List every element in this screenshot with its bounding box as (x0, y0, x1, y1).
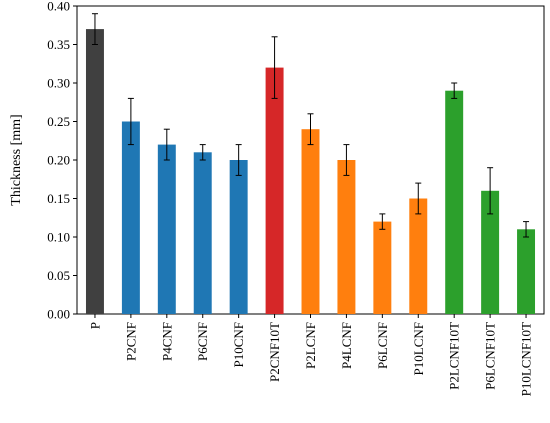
bar (121, 121, 140, 314)
y-tick-label: 0.10 (47, 230, 70, 245)
bars (85, 29, 536, 314)
error-bar (415, 182, 422, 215)
y-tick-label: 0.15 (47, 191, 70, 206)
x-tick-label: P2LCNF10T (447, 322, 462, 390)
bar (409, 198, 428, 314)
x-tick-label: P6LCNF10T (483, 322, 498, 390)
x-tick-label: P6CNF (195, 322, 210, 361)
x-tick-label: P2LCNF (303, 322, 318, 369)
error-bar (271, 36, 278, 99)
bar (265, 67, 284, 314)
error-bar (235, 144, 242, 176)
error-bar (343, 144, 350, 176)
x-tick-label: P4CNF (159, 322, 174, 361)
bar (481, 190, 500, 314)
bar (229, 160, 248, 314)
y-axis: 0.00 0.05 0.10 0.15 0.20 0.25 0.30 0.35 0.40 (47, 0, 77, 322)
x-tick-label: P4LCNF (339, 322, 354, 369)
y-tick-label: 0.30 (47, 76, 70, 91)
error-bar (163, 128, 170, 161)
bar (193, 152, 212, 314)
error-bar (451, 82, 458, 99)
y-tick-label: 0.25 (47, 114, 70, 129)
error-bar (199, 144, 206, 161)
bar (157, 144, 176, 314)
x-tick-label: P10LCNF (411, 322, 426, 375)
error-bar (487, 167, 494, 215)
error-bar (91, 13, 98, 45)
y-tick-label: 0.20 (47, 153, 70, 168)
error-bar (523, 221, 530, 238)
x-axis: P P2CNF P4CNF P6CNF P10CNF P2CNF10T P2LCNF P4LC… (87, 314, 534, 396)
error-bar (379, 213, 386, 230)
y-tick-label: 0.05 (47, 268, 70, 283)
x-tick-label: P2CNF (123, 322, 138, 361)
bar (301, 129, 320, 314)
y-tick-label: 0.00 (47, 307, 70, 322)
x-tick-label: P6LCNF (375, 322, 390, 369)
y-tick-label: 0.40 (47, 0, 70, 14)
error-bars (91, 13, 530, 238)
x-tick-label: P2CNF10T (267, 322, 282, 382)
error-bar (127, 97, 134, 146)
y-tick-label: 0.35 (47, 37, 70, 52)
bar (517, 229, 536, 314)
bar (445, 90, 464, 314)
bar (85, 29, 104, 314)
error-bar (307, 113, 314, 146)
y-axis-title: Thickness [mm] (9, 114, 24, 205)
bar (373, 221, 392, 314)
x-tick-label: P (87, 322, 102, 329)
x-tick-label: P10CNF (231, 322, 246, 368)
x-tick-label: P10LCNF10T (519, 322, 534, 396)
bar (337, 160, 356, 314)
